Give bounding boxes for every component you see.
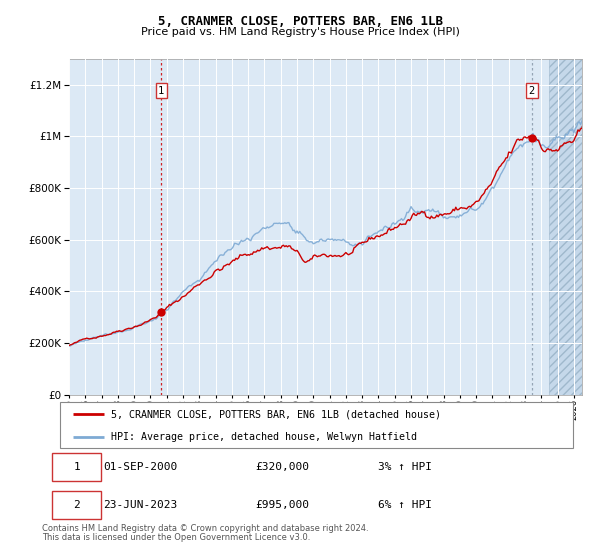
Text: 5, CRANMER CLOSE, POTTERS BAR, EN6 1LB (detached house): 5, CRANMER CLOSE, POTTERS BAR, EN6 1LB (… [112,409,442,419]
Text: 2: 2 [529,86,535,96]
Text: £995,000: £995,000 [255,500,309,510]
Text: 23-JUN-2023: 23-JUN-2023 [104,500,178,510]
Text: This data is licensed under the Open Government Licence v3.0.: This data is licensed under the Open Gov… [42,533,310,542]
FancyBboxPatch shape [60,402,573,448]
Text: 01-SEP-2000: 01-SEP-2000 [104,462,178,472]
Text: 3% ↑ HPI: 3% ↑ HPI [378,462,432,472]
Text: 5, CRANMER CLOSE, POTTERS BAR, EN6 1LB: 5, CRANMER CLOSE, POTTERS BAR, EN6 1LB [157,15,443,28]
Text: Price paid vs. HM Land Registry's House Price Index (HPI): Price paid vs. HM Land Registry's House … [140,27,460,37]
Text: Contains HM Land Registry data © Crown copyright and database right 2024.: Contains HM Land Registry data © Crown c… [42,524,368,533]
Text: £320,000: £320,000 [255,462,309,472]
FancyBboxPatch shape [52,491,101,519]
Text: 6% ↑ HPI: 6% ↑ HPI [378,500,432,510]
Bar [550,59,598,395]
Text: HPI: Average price, detached house, Welwyn Hatfield: HPI: Average price, detached house, Welw… [112,432,418,441]
Text: 1: 1 [73,462,80,472]
FancyBboxPatch shape [52,453,101,482]
Text: 1: 1 [158,86,164,96]
Text: 2: 2 [73,500,80,510]
